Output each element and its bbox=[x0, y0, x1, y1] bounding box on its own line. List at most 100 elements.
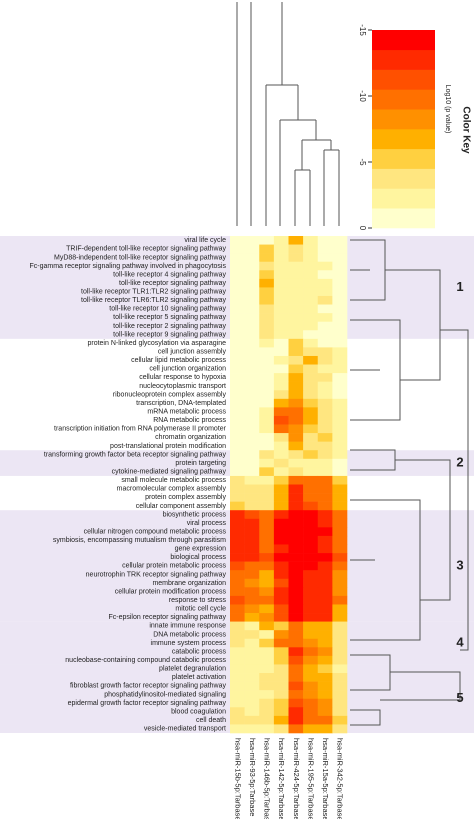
heatmap-cell bbox=[288, 638, 304, 648]
heatmap-cell bbox=[288, 433, 304, 442]
heatmap-cell bbox=[230, 253, 245, 263]
heatmap-cell bbox=[303, 364, 319, 374]
heatmap-cell bbox=[230, 707, 245, 717]
heatmap-cell bbox=[244, 544, 260, 554]
heatmap-cell bbox=[273, 278, 289, 288]
heatmap-cell bbox=[230, 690, 245, 700]
heatmap-cell bbox=[317, 338, 333, 348]
heatmap-cell bbox=[288, 338, 304, 348]
column-label: hsa-miR-146b-5p:Tarbase bbox=[263, 738, 272, 819]
heatmap-cell bbox=[273, 236, 289, 245]
heatmap-cell bbox=[230, 295, 245, 305]
row-label: blood coagulation bbox=[171, 708, 226, 715]
heatmap-cell bbox=[332, 595, 348, 605]
heatmap-cell bbox=[332, 553, 348, 562]
heatmap-cell bbox=[273, 510, 289, 520]
heatmap-cell bbox=[230, 398, 245, 408]
heatmap-cell bbox=[303, 381, 319, 391]
heatmap-cell bbox=[273, 484, 289, 494]
heatmap-cell bbox=[244, 381, 260, 391]
heatmap-cell bbox=[244, 690, 260, 700]
row-label: cellular protein modification process bbox=[115, 588, 227, 595]
heatmap-cell bbox=[288, 407, 304, 417]
row-label: chromatin organization bbox=[155, 434, 226, 441]
heatmap-cell bbox=[332, 527, 348, 537]
heatmap-cell bbox=[332, 630, 348, 640]
row-label: toll-like receptor TLR6:TLR2 signaling p… bbox=[81, 297, 226, 304]
heatmap-cell bbox=[259, 578, 275, 588]
heatmap-cell bbox=[332, 236, 348, 245]
heatmap-cell bbox=[259, 613, 275, 622]
heatmap-cell bbox=[273, 304, 289, 314]
row-label: platelet degranulation bbox=[159, 666, 226, 673]
row-label: cellular protein metabolic process bbox=[122, 563, 226, 570]
heatmap-cell bbox=[259, 313, 275, 322]
heatmap-cell bbox=[230, 664, 245, 674]
heatmap-cell bbox=[244, 407, 260, 417]
heatmap-cell bbox=[273, 287, 289, 297]
heatmap-cell bbox=[288, 458, 304, 468]
heatmap-cell bbox=[259, 270, 275, 280]
row-label: biosynthetic process bbox=[163, 511, 227, 518]
heatmap-cell bbox=[230, 381, 245, 391]
heatmap-cell bbox=[259, 484, 275, 494]
heatmap-cell bbox=[244, 518, 260, 528]
row-label: cellular lipid metabolic process bbox=[131, 357, 226, 364]
heatmap-cell bbox=[288, 664, 304, 674]
heatmap-cell bbox=[288, 355, 304, 365]
heatmap-cell bbox=[273, 270, 289, 280]
row-label: cellular nitrogen compound metabolic pro… bbox=[84, 528, 227, 535]
heatmap-cell bbox=[317, 501, 333, 511]
heatmap-cell bbox=[332, 578, 348, 588]
heatmap-cell bbox=[230, 475, 245, 485]
heatmap-cell bbox=[259, 527, 275, 537]
heatmap-cell bbox=[317, 561, 333, 571]
row-label: gene expression bbox=[175, 546, 226, 553]
heatmap-cell bbox=[273, 604, 289, 614]
heatmap-cell bbox=[317, 441, 333, 451]
heatmap-cell bbox=[273, 321, 289, 331]
heatmap-cell bbox=[244, 321, 260, 331]
heatmap-cell bbox=[244, 244, 260, 254]
column-label: hsa-miR-93-5p:Tarbase bbox=[248, 738, 257, 816]
column-label: hsa-miR-342-5p:Tarbase bbox=[336, 738, 345, 819]
heatmap-cell bbox=[332, 373, 348, 382]
heatmap-cell bbox=[259, 347, 275, 357]
heatmap-cell bbox=[332, 467, 348, 477]
heatmap-cell bbox=[303, 715, 319, 725]
heatmap-cell bbox=[317, 347, 333, 357]
heatmap-cell bbox=[230, 236, 245, 245]
cluster-label: 3 bbox=[456, 557, 463, 572]
heatmap-cell bbox=[332, 415, 348, 425]
heatmap-cell bbox=[259, 518, 275, 528]
heatmap-cell bbox=[288, 510, 304, 520]
heatmap-cell bbox=[303, 587, 319, 597]
heatmap-cell bbox=[303, 244, 319, 254]
heatmap-cell bbox=[303, 398, 319, 408]
heatmap-cell bbox=[230, 681, 245, 691]
heatmap-cell bbox=[259, 450, 275, 460]
heatmap-cell bbox=[317, 664, 333, 674]
heatmap-cell bbox=[332, 510, 348, 520]
heatmap-cell bbox=[259, 475, 275, 485]
heatmap-cell bbox=[317, 595, 333, 605]
heatmap-cell bbox=[230, 364, 245, 374]
heatmap-cell bbox=[332, 313, 348, 322]
heatmap-cell bbox=[259, 690, 275, 700]
row-label: toll-like receptor 10 signaling pathway bbox=[109, 306, 226, 313]
heatmap-cell bbox=[317, 313, 333, 322]
row-label: epidermal growth factor receptor signali… bbox=[68, 700, 227, 707]
color-key-axis-label: Log10 (p value) bbox=[444, 85, 451, 134]
heatmap-cell bbox=[303, 527, 319, 537]
heatmap-cell bbox=[317, 364, 333, 374]
heatmap-cell bbox=[303, 690, 319, 700]
heatmap-cell bbox=[288, 261, 304, 271]
heatmap-cell bbox=[288, 236, 304, 245]
heatmap-cell bbox=[259, 493, 275, 502]
heatmap-cell bbox=[259, 604, 275, 614]
heatmap-cell bbox=[317, 287, 333, 297]
heatmap-cell bbox=[303, 647, 319, 657]
heatmap-cell bbox=[273, 373, 289, 382]
row-label: toll-like receptor 5 signaling pathway bbox=[113, 314, 226, 321]
heatmap-cell bbox=[230, 338, 245, 348]
